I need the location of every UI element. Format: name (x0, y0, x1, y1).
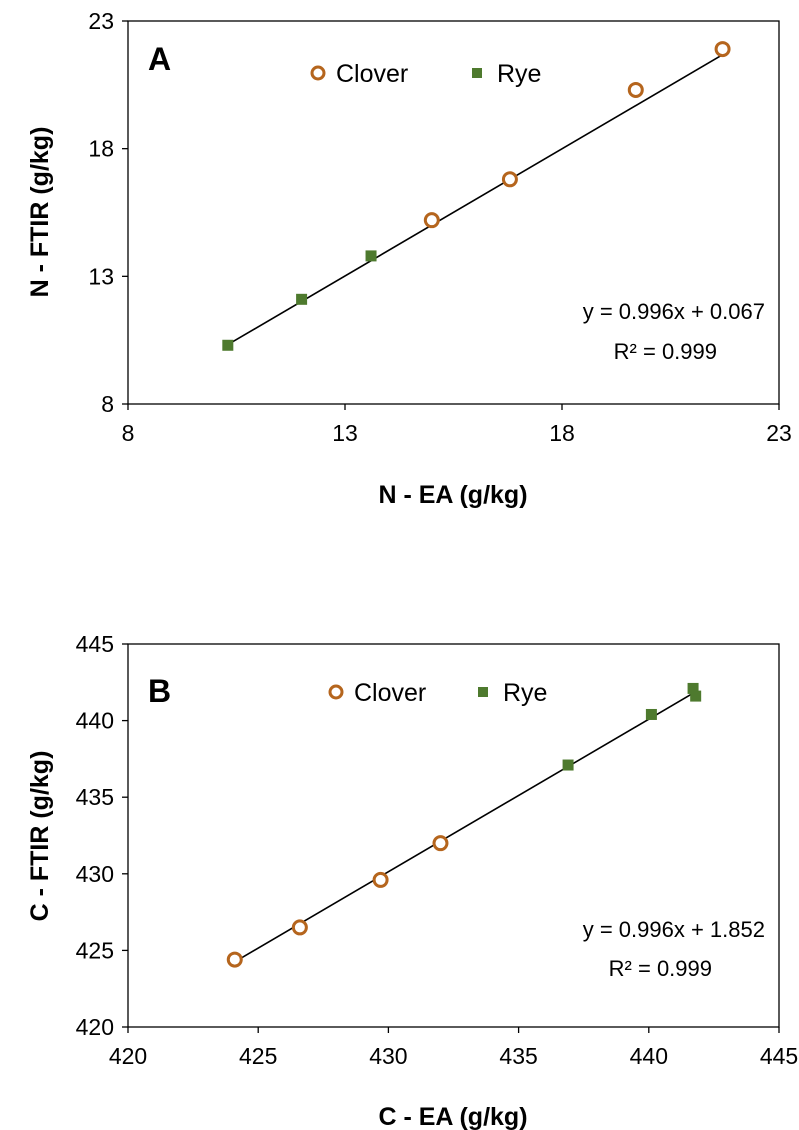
x-ticks-b: 420 425 430 435 440 445 (109, 1027, 798, 1069)
chart-panel-b: B Clover Rye y = 0.996x + 1.852 R² = 0.9… (26, 631, 798, 1130)
equation-b: y = 0.996x + 1.852 (583, 917, 765, 942)
x-axis-title-b: C - EA (g/kg) (378, 1103, 527, 1130)
clover-point (372, 871, 389, 888)
legend-a: Clover Rye (310, 60, 541, 88)
x-axis-title-a: N - EA (g/kg) (378, 481, 527, 509)
x-tick-label: 425 (239, 1043, 277, 1069)
trendline (227, 54, 723, 346)
y-ticks-b: 420 425 430 435 440 445 (76, 631, 128, 1040)
rye-point (296, 293, 308, 305)
y-tick-label: 425 (76, 937, 114, 963)
clover-point (432, 835, 449, 852)
x-tick-label: 23 (766, 420, 792, 446)
x-tick-label: 13 (332, 420, 358, 446)
x-ticks-a: 8 13 18 23 (122, 404, 792, 446)
y-tick-label: 445 (76, 631, 114, 657)
clover-point (226, 951, 243, 968)
r-squared-a: R² = 0.999 (614, 339, 717, 364)
legend-label-rye-b: Rye (503, 679, 547, 707)
rye-point (562, 759, 574, 771)
marks-a (222, 41, 731, 351)
x-tick-label: 8 (122, 420, 135, 446)
legend-marker-rye-b (478, 687, 488, 697)
rye-point (222, 339, 234, 351)
clover-point (291, 919, 308, 936)
y-ticks-a: 8 13 18 23 (88, 8, 128, 417)
plot-area-a (127, 20, 780, 405)
y-tick-label: 430 (76, 861, 114, 887)
chart-panel-a: A Clover Rye y = 0.996x + 0.067 R² = 0.9… (26, 8, 792, 509)
y-axis-title-a: N - FTIR (g/kg) (26, 127, 54, 298)
rye-point (687, 682, 699, 694)
clover-point (423, 212, 440, 229)
clover-point (714, 41, 731, 58)
rye-point (365, 250, 377, 262)
x-tick-label: 420 (109, 1043, 147, 1069)
r-squared-b: R² = 0.999 (609, 956, 712, 981)
y-tick-label: 440 (76, 708, 114, 734)
x-tick-label: 445 (760, 1043, 798, 1069)
x-tick-label: 18 (549, 420, 575, 446)
trendline (234, 691, 697, 963)
rye-point (690, 690, 702, 702)
y-tick-label: 8 (101, 391, 114, 417)
x-tick-label: 440 (630, 1043, 668, 1069)
y-tick-label: 420 (76, 1014, 114, 1040)
panel-label-a: A (148, 41, 171, 77)
legend-label-clover-b: Clover (354, 679, 426, 707)
x-tick-label: 435 (499, 1043, 537, 1069)
clover-point (501, 171, 518, 188)
legend-marker-clover-a (310, 65, 326, 81)
y-tick-label: 23 (88, 8, 114, 34)
y-tick-label: 18 (88, 136, 114, 162)
y-tick-label: 13 (88, 263, 114, 289)
x-tick-label: 430 (369, 1043, 407, 1069)
legend-marker-rye-a (472, 68, 482, 78)
clover-point (627, 81, 644, 98)
legend-label-rye-a: Rye (497, 60, 541, 88)
plot-area-b (127, 643, 780, 1028)
panel-label-b: B (148, 673, 171, 709)
y-axis-title-b: C - FTIR (g/kg) (26, 751, 54, 922)
marks-b (226, 682, 702, 968)
y-tick-label: 435 (76, 784, 114, 810)
legend-marker-clover-b (328, 684, 344, 700)
legend-label-clover-a: Clover (336, 60, 408, 88)
legend-b: Clover Rye (328, 679, 547, 707)
equation-a: y = 0.996x + 0.067 (583, 299, 765, 324)
rye-point (645, 708, 657, 720)
